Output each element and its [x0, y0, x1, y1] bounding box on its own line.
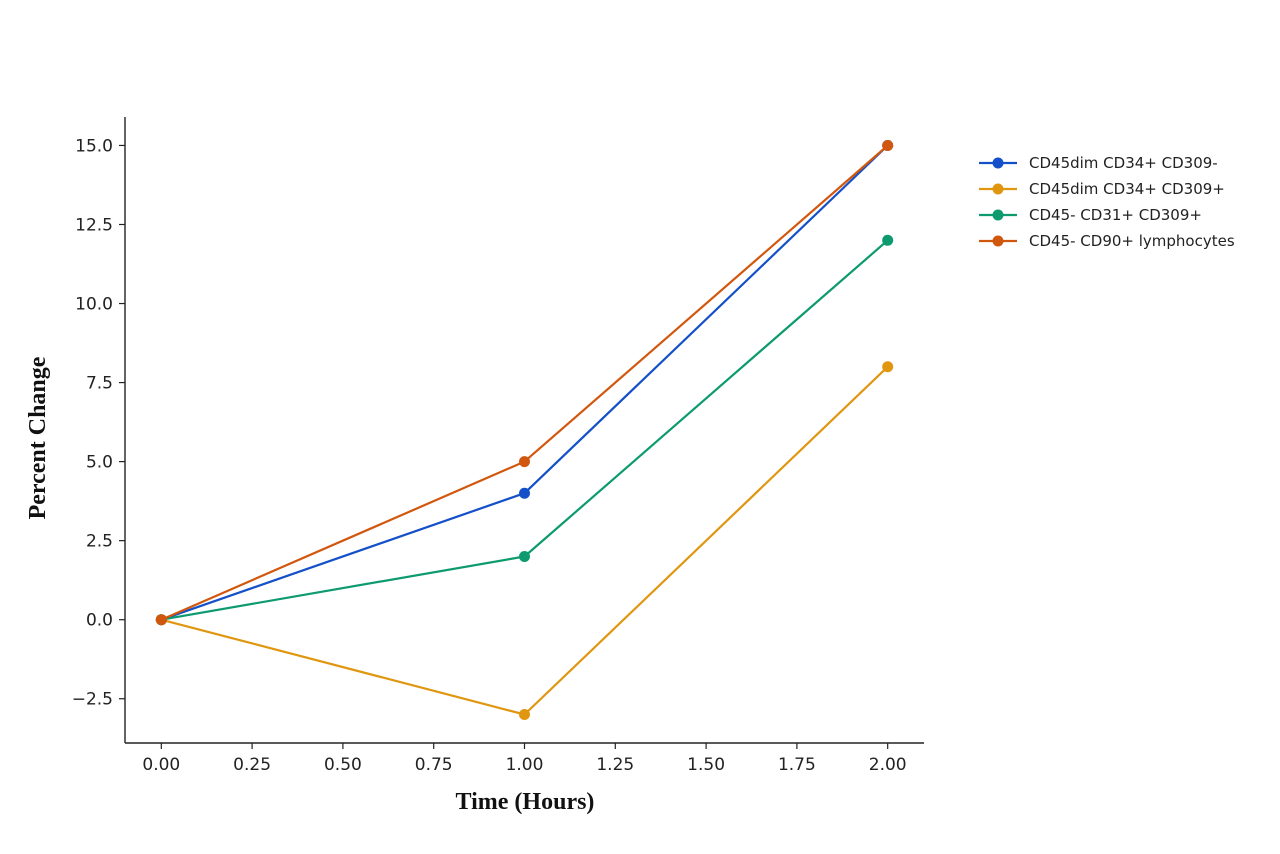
data-point-cd45-cd90-lymphocytes [155, 614, 167, 626]
data-point-cd45dim-cd34-cd309 [882, 361, 894, 373]
data-point-cd45dim-cd34-cd309 [519, 709, 530, 721]
legend-item: CD45dim CD34+ CD309+ [979, 180, 1225, 198]
legend-label: CD45- CD31+ CD309+ [1029, 206, 1202, 224]
series-line-cd45dim-cd34-cd309 [161, 366, 889, 716]
x-tick-label: 1.75 [778, 755, 816, 775]
legend-item: CD45- CD90+ lymphocytes [979, 232, 1235, 250]
legend: CD45dim CD34+ CD309- CD45dim CD34+ CD309+… [979, 154, 1235, 250]
y-tick-label: 0.0 [86, 611, 113, 631]
legend-marker [992, 183, 1004, 195]
data-point-cd45-cd90-lymphocytes [882, 139, 894, 151]
series-line-cd45-cd90-lymphocytes [160, 144, 889, 621]
legend-marker [992, 235, 1004, 247]
y-tick-label: 12.5 [75, 215, 113, 235]
legend-label: CD45dim CD34+ CD309- [1029, 154, 1218, 172]
y-tick-label: 7.5 [86, 374, 113, 394]
x-tick-label: 0.00 [142, 755, 180, 775]
legend-marker [992, 209, 1004, 221]
y-tick-label: 5.0 [86, 453, 113, 473]
x-tick-label: 0.50 [324, 755, 362, 775]
x-tick-label: 1.25 [596, 755, 634, 775]
y-tick-label: 15.0 [75, 136, 113, 156]
legend-label: CD45dim CD34+ CD309+ [1029, 180, 1225, 198]
x-tick-label: 2.00 [869, 755, 907, 775]
y-tick-label: 10.0 [75, 295, 113, 315]
x-axis-title: Time (Hours) [456, 789, 595, 815]
x-ticks: 0.00 0.25 0.50 0.75 1.00 1.25 1.50 1.75 2.00 [142, 743, 907, 775]
series-line-cd45dim-cd34-cd309 [160, 144, 889, 621]
x-tick-label: 0.75 [415, 755, 453, 775]
x-tick-label: 1.50 [687, 755, 725, 775]
data-point-cd45-cd90-lymphocytes [519, 456, 530, 468]
x-tick-label: 1.00 [506, 755, 544, 775]
data-point-cd45dim-cd34-cd309 [519, 487, 530, 499]
data-point-cd45-cd31-cd309 [882, 234, 894, 246]
y-tick-label: −2.5 [72, 690, 113, 710]
legend-item: CD45dim CD34+ CD309- [979, 154, 1218, 172]
data-point-cd45-cd31-cd309 [519, 550, 530, 562]
legend-marker [992, 157, 1004, 169]
y-tick-label: 2.5 [86, 532, 113, 552]
y-ticks: −2.5 0.0 2.5 5.0 7.5 10.0 12.5 15.0 [72, 136, 125, 710]
legend-label: CD45- CD90+ lymphocytes [1029, 232, 1235, 250]
series-line-cd45-cd31-cd309 [161, 239, 889, 621]
legend-item: CD45- CD31+ CD309+ [979, 206, 1202, 224]
series-layer [155, 139, 894, 721]
y-axis-title: Percent Change [25, 356, 51, 519]
x-tick-label: 0.25 [233, 755, 271, 775]
